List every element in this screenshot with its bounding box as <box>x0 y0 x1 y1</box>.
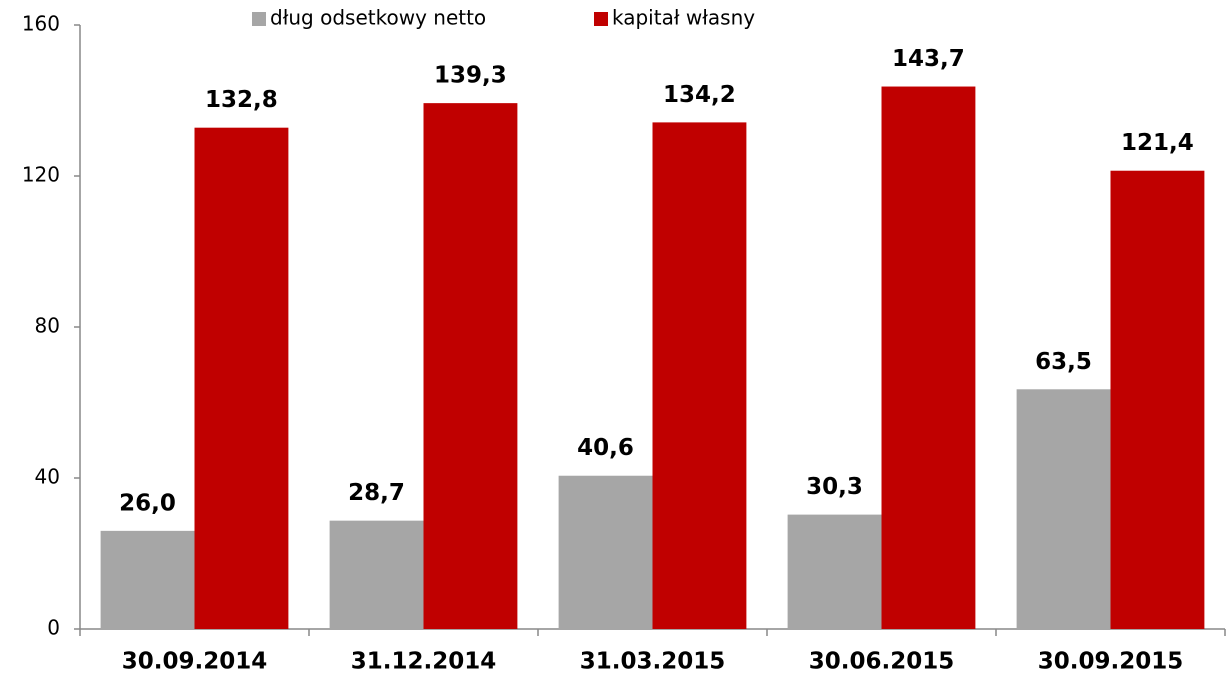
y-tick-label: 160 <box>22 12 60 36</box>
legend-swatch <box>252 12 266 26</box>
y-tick-label: 80 <box>35 314 60 338</box>
value-label: 28,7 <box>348 480 405 506</box>
bar <box>652 122 747 630</box>
x-tick-label: 31.03.2015 <box>580 649 726 675</box>
legend-label: dług odsetkowy netto <box>270 6 486 30</box>
y-tick-label: 120 <box>22 163 60 187</box>
bar <box>329 520 424 629</box>
y-tick-label: 40 <box>35 465 60 489</box>
bar <box>194 127 289 630</box>
bar <box>423 103 518 629</box>
bar <box>1110 170 1205 629</box>
value-label: 26,0 <box>119 490 176 516</box>
legend-label: kapitał własny <box>612 6 755 30</box>
value-label: 132,8 <box>205 87 278 113</box>
bar <box>881 86 976 630</box>
bar <box>787 514 882 629</box>
value-label: 139,3 <box>434 63 507 89</box>
x-tick-label: 30.06.2015 <box>809 649 955 675</box>
bar <box>1016 389 1111 629</box>
bar <box>100 530 195 629</box>
legend-swatch <box>594 12 608 26</box>
value-label: 63,5 <box>1035 349 1092 375</box>
x-tick-label: 31.12.2014 <box>351 649 497 675</box>
x-tick-label: 30.09.2014 <box>122 649 268 675</box>
value-label: 40,6 <box>577 435 634 461</box>
value-label: 30,3 <box>806 474 863 500</box>
bar <box>558 475 653 629</box>
value-label: 134,2 <box>663 82 736 108</box>
x-tick-label: 30.09.2015 <box>1038 649 1184 675</box>
value-label: 121,4 <box>1121 130 1194 156</box>
value-label: 143,7 <box>892 46 965 72</box>
y-tick-label: 0 <box>47 616 60 640</box>
